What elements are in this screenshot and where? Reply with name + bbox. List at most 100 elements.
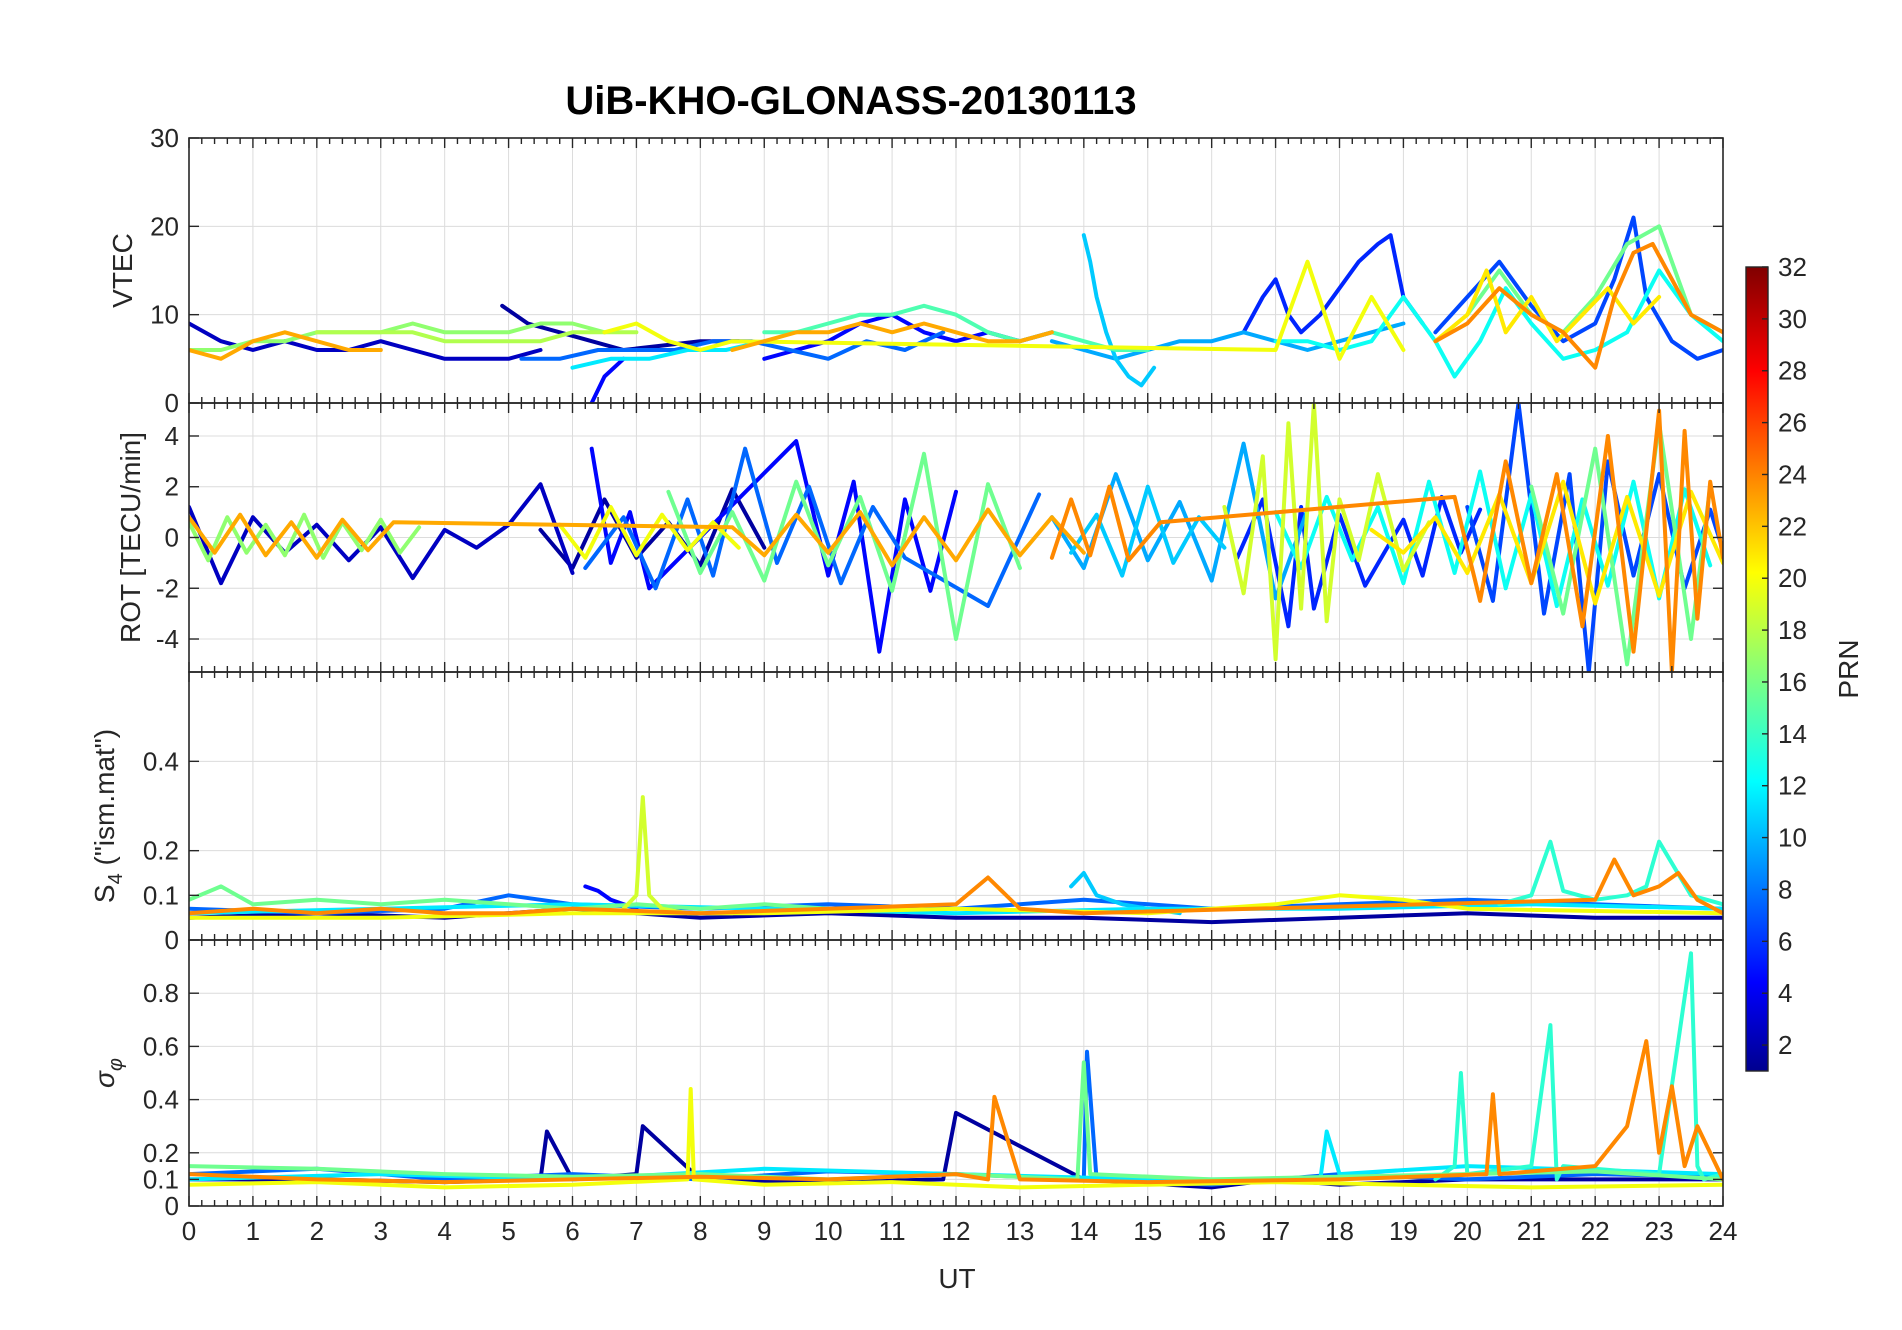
- x-tick-label: 4: [437, 1216, 451, 1246]
- x-tick-label: 20: [1453, 1216, 1482, 1246]
- x-axis-label: UT: [938, 1263, 975, 1294]
- x-tick-label: 10: [814, 1216, 843, 1246]
- y-tick-label: 0.4: [143, 746, 179, 776]
- x-tick-label: 15: [1133, 1216, 1162, 1246]
- colorbar-tick-label: 28: [1778, 356, 1807, 386]
- y-tick-label: 0.2: [143, 1138, 179, 1168]
- trace-prn-3: [189, 321, 543, 361]
- x-tick-label: 13: [1005, 1216, 1034, 1246]
- x-tick-label: 24: [1709, 1216, 1738, 1246]
- trace-prn-5: [589, 356, 626, 403]
- trace-prn-13: [1273, 268, 1723, 379]
- trace-prn-10: [1049, 321, 1406, 361]
- colorbar-tick-label: 18: [1778, 615, 1807, 645]
- trace-prn-14: [1433, 951, 1723, 1182]
- colorbar-tick-label: 14: [1778, 719, 1807, 749]
- trace-prn-16: [1465, 224, 1723, 335]
- x-tick-label: 8: [693, 1216, 707, 1246]
- x-tick-label: 22: [1581, 1216, 1610, 1246]
- panel-3: 0 0.1 0.2 0.4 S4 ("ism.mat"): [89, 671, 1724, 955]
- colorbar-tick-label: 24: [1778, 459, 1807, 489]
- y-axis-label: S4 ("ism.mat"): [89, 729, 127, 903]
- x-tick-label: 23: [1645, 1216, 1674, 1246]
- y-tick-label: 0: [165, 523, 179, 553]
- panel-1: 0 10 20 30 VTEC: [107, 123, 1724, 418]
- trace-prn-24: [189, 1039, 1723, 1185]
- x-tick-label: 21: [1517, 1216, 1546, 1246]
- trace-prn-21: [1369, 479, 1723, 606]
- trace-prn-12: [189, 1129, 1723, 1182]
- y-axis-label: σφ: [89, 1058, 127, 1088]
- colorbar-tick-label: 10: [1778, 823, 1807, 853]
- colorbar-tick-label: 12: [1778, 771, 1807, 801]
- y-tick-label: 4: [165, 421, 179, 451]
- x-tick-label: 9: [757, 1216, 771, 1246]
- x-tick-label: 0: [182, 1216, 196, 1246]
- x-tick-label: 5: [501, 1216, 515, 1246]
- x-tick-label: 17: [1261, 1216, 1290, 1246]
- colorbar-gradient: [1745, 266, 1769, 1072]
- trace-prn-7: [1433, 215, 1723, 361]
- colorbar-tick-label: 16: [1778, 667, 1807, 697]
- traces: [189, 215, 1723, 403]
- y-tick-label: 30: [150, 123, 179, 153]
- trace-prn-20: [189, 1087, 1723, 1190]
- y-tick-label: 2: [165, 472, 179, 502]
- y-tick-label: 0: [165, 388, 179, 418]
- x-tick-label: 1: [246, 1216, 260, 1246]
- x-tick-label: 16: [1197, 1216, 1226, 1246]
- y-tick-label: 0.1: [143, 880, 179, 910]
- trace-prn-19: [1222, 403, 1431, 662]
- trace-prn-23: [189, 330, 383, 361]
- y-tick-label: 0.8: [143, 978, 179, 1008]
- colorbar-tick-label: 6: [1778, 926, 1792, 956]
- traces: [189, 951, 1723, 1190]
- trace-prn-2: [538, 487, 767, 570]
- y-tick-label: 0.1: [143, 1164, 179, 1194]
- trace-prn-12: [189, 902, 1723, 916]
- trace-prn-14: [1497, 839, 1723, 907]
- colorbar-tick-label: 20: [1778, 563, 1807, 593]
- trace-prn-8: [583, 446, 1042, 608]
- colorbar-tick-label: 32: [1778, 252, 1807, 282]
- y-axis-label: VTEC: [107, 233, 138, 308]
- colorbar-label: PRN: [1833, 639, 1864, 698]
- colorbar-tick-label: 30: [1778, 304, 1807, 334]
- panel-4: 00.10.2 0.4 0.6 0.8 σφ: [89, 939, 1724, 1221]
- colorbar-tick-label: 26: [1778, 408, 1807, 438]
- trace-prn-20: [602, 259, 1406, 361]
- y-tick-label: 0: [165, 1191, 179, 1221]
- trace-prn-17: [189, 512, 422, 563]
- trace-prn-15: [762, 303, 1150, 352]
- colorbar-tick-label: 8: [1778, 874, 1792, 904]
- x-tick-label: 12: [942, 1216, 971, 1246]
- colorbar-tick-label: 2: [1778, 1030, 1792, 1060]
- chart-title: UiB-KHO-GLONASS-20130113: [565, 79, 1136, 123]
- y-axis-label: ROT [TECU/min]: [115, 432, 146, 643]
- x-tick-label: 6: [565, 1216, 579, 1246]
- x-tick-label: 14: [1069, 1216, 1098, 1246]
- y-tick-label: -4: [156, 624, 179, 654]
- y-tick-label: -2: [156, 573, 179, 603]
- trace-prn-23: [730, 321, 1054, 352]
- trace-prn-18: [314, 330, 639, 344]
- colorbar-tick-label: 4: [1778, 978, 1792, 1008]
- y-tick-label: 0.6: [143, 1031, 179, 1061]
- trace-prn-16: [1529, 421, 1713, 667]
- trace-prn-21: [1433, 268, 1662, 344]
- trace-prn-24: [1433, 242, 1723, 370]
- y-tick-label: 0.4: [143, 1085, 179, 1115]
- x-tick-label: 3: [374, 1216, 388, 1246]
- trace-prn-24: [1049, 408, 1723, 672]
- y-tick-label: 0: [165, 925, 179, 955]
- x-tick-label: 11: [879, 1216, 906, 1246]
- trace-prn-24: [189, 857, 1723, 916]
- y-tick-label: 0.2: [143, 836, 179, 866]
- y-tick-label: 20: [150, 211, 179, 241]
- trace-prn-23: [189, 507, 1086, 568]
- trace-prn-11: [1081, 233, 1157, 388]
- traces: [189, 403, 1723, 672]
